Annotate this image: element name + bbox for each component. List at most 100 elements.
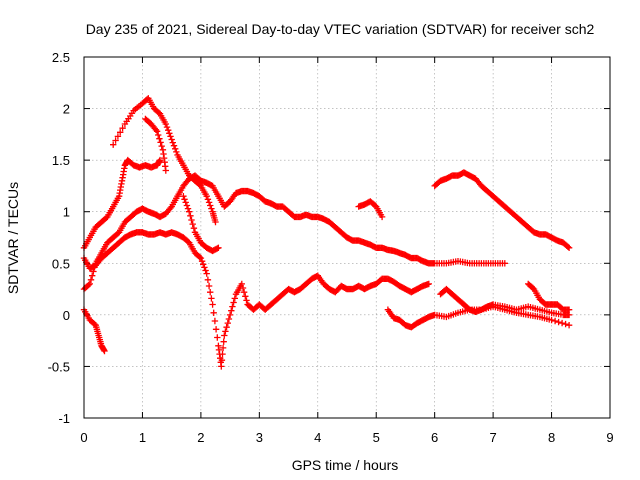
y-tick-label: 1 bbox=[63, 205, 70, 220]
data-point bbox=[190, 225, 198, 232]
data-point bbox=[117, 129, 124, 136]
series-arc-7 bbox=[384, 303, 573, 331]
data-point bbox=[212, 326, 220, 333]
data-point bbox=[208, 205, 215, 212]
y-tick-label: 1.5 bbox=[52, 153, 70, 168]
data-point bbox=[197, 254, 205, 262]
data-point bbox=[170, 142, 178, 149]
data-point bbox=[211, 317, 219, 325]
data-point bbox=[157, 139, 164, 146]
data-point bbox=[558, 319, 566, 327]
data-point bbox=[218, 357, 226, 364]
data-point bbox=[214, 334, 221, 341]
series-arc-1 bbox=[110, 95, 219, 226]
data-point bbox=[242, 293, 249, 300]
data-point bbox=[189, 220, 196, 228]
x-tick-label: 6 bbox=[431, 430, 438, 445]
data-point bbox=[565, 244, 573, 251]
data-point bbox=[562, 320, 569, 328]
x-tick-label: 1 bbox=[139, 430, 146, 445]
data-point bbox=[202, 267, 209, 274]
data-point bbox=[163, 123, 171, 131]
x-tick-label: 8 bbox=[548, 430, 555, 445]
data-point bbox=[240, 289, 248, 296]
series-arc-9 bbox=[525, 280, 573, 313]
data-point bbox=[86, 280, 93, 288]
data-point bbox=[555, 318, 562, 326]
series-arc-12 bbox=[180, 193, 222, 255]
data-point bbox=[85, 281, 92, 289]
data-point bbox=[87, 276, 95, 283]
data-point bbox=[228, 307, 235, 314]
series-arc-8 bbox=[437, 285, 573, 319]
data-point bbox=[204, 196, 212, 203]
data-point bbox=[203, 193, 210, 200]
series-arc-6 bbox=[80, 306, 108, 355]
data-point bbox=[565, 306, 573, 313]
data-point bbox=[184, 205, 192, 212]
data-point bbox=[101, 347, 108, 355]
data-point bbox=[198, 258, 206, 265]
x-tick-label: 9 bbox=[606, 430, 613, 445]
data-point bbox=[222, 328, 229, 335]
data-point bbox=[119, 125, 126, 132]
data-point bbox=[208, 295, 215, 302]
data-point bbox=[196, 253, 203, 261]
data-point bbox=[219, 350, 226, 358]
y-tick-label: 0.5 bbox=[52, 256, 70, 271]
data-point bbox=[501, 260, 508, 267]
data-point bbox=[182, 199, 189, 206]
series-arc-5 bbox=[80, 229, 432, 370]
data-point bbox=[565, 322, 573, 329]
data-point bbox=[207, 202, 214, 209]
data-point bbox=[200, 261, 207, 268]
data-point bbox=[167, 204, 174, 212]
data-point bbox=[173, 148, 180, 156]
data-point bbox=[239, 284, 247, 292]
x-tick-label: 0 bbox=[80, 430, 87, 445]
data-point bbox=[224, 319, 231, 327]
y-tick-label: 2 bbox=[63, 102, 70, 117]
series-arc-2 bbox=[142, 115, 169, 174]
data-point bbox=[229, 303, 236, 310]
data-point bbox=[162, 120, 169, 128]
x-axis-label: GPS time / hours bbox=[292, 457, 399, 473]
data-point bbox=[168, 136, 175, 143]
data-point bbox=[180, 193, 187, 200]
y-tick-label: 2.5 bbox=[52, 50, 70, 65]
data-point bbox=[207, 289, 214, 296]
x-tick-label: 4 bbox=[314, 430, 321, 445]
data-point bbox=[203, 270, 210, 277]
series-arc-11 bbox=[355, 198, 386, 221]
chart-title: Day 235 of 2021, Sidereal Day-to-day VTE… bbox=[86, 21, 595, 37]
data-point bbox=[218, 363, 225, 370]
data-point bbox=[226, 311, 234, 319]
data-point bbox=[155, 131, 162, 139]
data-point bbox=[162, 167, 169, 174]
data-point bbox=[215, 244, 222, 251]
data-point bbox=[110, 141, 117, 148]
data-point bbox=[188, 216, 195, 224]
data-point bbox=[225, 315, 233, 323]
data-point bbox=[181, 196, 188, 203]
series-arc-10 bbox=[431, 169, 573, 251]
data-point bbox=[153, 128, 161, 135]
data-point bbox=[112, 137, 119, 144]
axis-ticks: 0 1 2 3 4 5 6 7 8 9 -1 -0.5 0 0.5 1 1.5 2 2.5 bbox=[48, 50, 614, 445]
data-point bbox=[205, 199, 213, 206]
data-point bbox=[548, 316, 555, 324]
data-point bbox=[221, 332, 228, 339]
data-point bbox=[172, 145, 179, 152]
data-point bbox=[186, 208, 193, 215]
data-point bbox=[201, 264, 208, 271]
data-point bbox=[231, 295, 238, 302]
y-tick-label: -0.5 bbox=[48, 359, 70, 374]
data-point bbox=[209, 301, 216, 308]
data-point bbox=[204, 276, 212, 283]
data-point bbox=[165, 127, 172, 134]
data-point bbox=[156, 135, 163, 142]
y-tick-label: 0 bbox=[63, 308, 70, 323]
series-arc-3 bbox=[80, 156, 164, 251]
data-point bbox=[223, 324, 230, 331]
